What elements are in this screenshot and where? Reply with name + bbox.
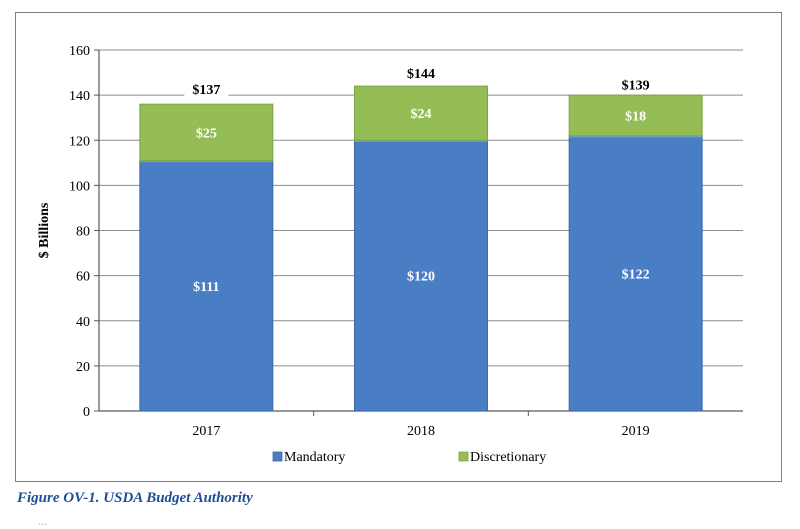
x-tick-label-2018: 2018: [407, 424, 435, 439]
legend-swatch-mandatory: [272, 451, 283, 462]
y-axis-title: $ Billions: [37, 202, 52, 258]
segment-label-mandatory-2017: $111: [193, 280, 219, 295]
legend-label-discretionary: Discretionary: [470, 450, 546, 465]
bar-discretionary-2017: [139, 103, 274, 162]
budget-authority-chart: 0 20 40 60 80 100 120 140 160 $ Billions $111 $25 $1…: [37, 44, 743, 465]
bar-mandatory-2019: [568, 135, 703, 412]
bar-discretionary-2019: [568, 94, 703, 137]
y-tick-label: 120: [69, 134, 90, 149]
legend-label-mandatory: Mandatory: [284, 450, 345, 465]
y-tick-label: 60: [76, 270, 90, 285]
y-tick-label: 40: [76, 315, 90, 330]
y-tick-label: 80: [76, 225, 90, 240]
total-label-bg: [613, 75, 658, 93]
segment-label-discretionary-2017: $25: [196, 126, 217, 141]
total-label-bg: [399, 64, 443, 82]
segment-label-discretionary-2019: $18: [625, 109, 646, 124]
y-tick-label: 140: [69, 89, 90, 104]
bar-mandatory-2018: [354, 139, 488, 412]
segment-label-discretionary-2018: $24: [411, 107, 432, 122]
chart-frame: 0 20 40 60 80 100 120 140 160 $ Billions $111 $25 $1…: [15, 12, 782, 482]
segment-label-mandatory-2019: $122: [622, 267, 650, 282]
total-label-2018: $144: [407, 67, 435, 82]
y-tick-label: 100: [69, 179, 90, 194]
bar-mandatory-2017: [139, 160, 274, 412]
y-tick-label: 20: [76, 360, 90, 375]
total-label-2019: $139: [622, 78, 650, 93]
total-label-bg: [184, 79, 229, 97]
figure-caption: Figure OV-1. USDA Budget Authority: [17, 490, 253, 506]
legend-swatch-discretionary: [458, 451, 469, 462]
total-label-2017: $137: [192, 83, 220, 98]
segment-label-mandatory-2018: $120: [407, 270, 435, 285]
y-tick-label: 160: [69, 44, 90, 59]
page-fragment: ...: [38, 514, 47, 528]
bar-discretionary-2018: [354, 85, 488, 141]
y-tick-label: 0: [83, 405, 90, 420]
x-tick-label-2019: 2019: [622, 424, 650, 439]
x-tick-label-2017: 2017: [192, 424, 220, 439]
